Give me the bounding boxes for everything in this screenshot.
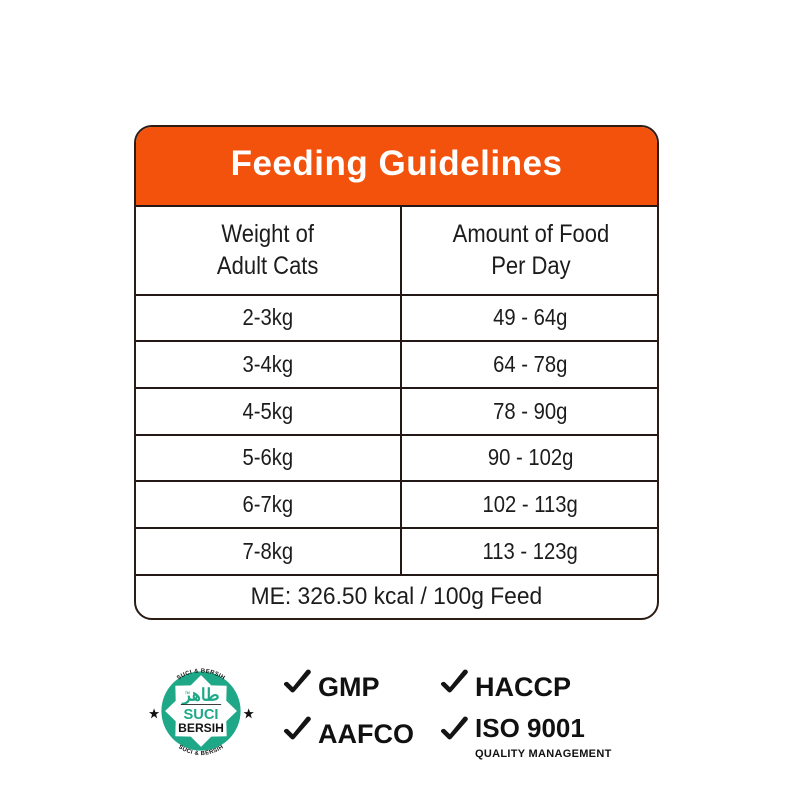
svg-text:BERSIH: BERSIH [178,721,224,735]
svg-text:طاهر: طاهر [181,686,220,706]
